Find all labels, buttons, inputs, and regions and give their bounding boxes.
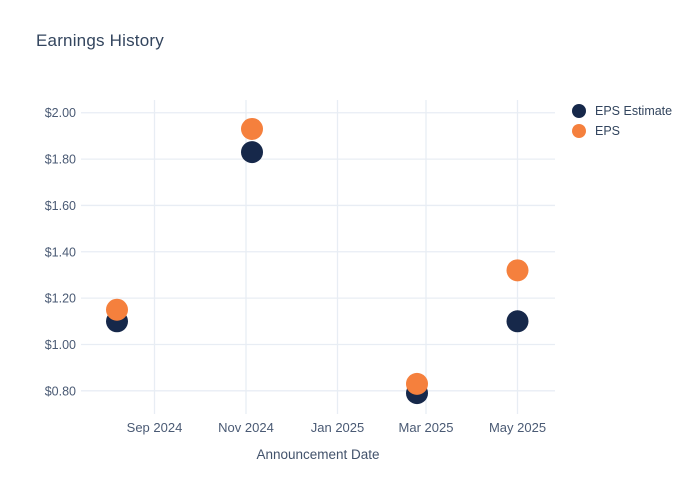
legend-label: EPS Estimate — [595, 104, 673, 118]
legend-marker-eps-estimate-icon — [572, 104, 586, 118]
y-tick-label: $2.00 — [45, 106, 76, 120]
legend: EPS Estimate EPS — [572, 101, 672, 141]
y-tick-label: $1.40 — [45, 245, 76, 259]
x-tick-label: Sep 2024 — [127, 420, 183, 435]
x-axis-title: Announcement Date — [256, 447, 380, 462]
legend-label: EPS — [595, 124, 621, 138]
x-tick-label: May 2025 — [489, 420, 546, 435]
data-point-eps-estimate[interactable] — [241, 141, 263, 164]
y-tick-label: $1.80 — [45, 153, 76, 167]
legend-marker-eps-icon — [572, 124, 586, 138]
chart-title: Earnings History — [36, 31, 164, 50]
legend-item-eps-estimate[interactable]: EPS Estimate — [572, 101, 672, 121]
legend-item-eps[interactable]: EPS — [572, 121, 672, 141]
data-point-eps[interactable] — [241, 117, 263, 140]
x-tick-label: Jan 2025 — [311, 420, 365, 435]
x-tick-label: Mar 2025 — [399, 420, 454, 435]
data-point-eps[interactable] — [506, 259, 529, 282]
y-tick-label: $0.80 — [45, 384, 76, 398]
y-tick-label: $1.20 — [45, 292, 76, 306]
data-point-eps[interactable] — [406, 372, 428, 395]
y-tick-label: $1.00 — [45, 338, 76, 352]
x-tick-label: Nov 2024 — [218, 420, 274, 435]
y-tick-label: $1.60 — [45, 199, 76, 213]
data-point-eps-estimate[interactable] — [506, 310, 529, 333]
data-point-eps[interactable] — [106, 298, 128, 321]
